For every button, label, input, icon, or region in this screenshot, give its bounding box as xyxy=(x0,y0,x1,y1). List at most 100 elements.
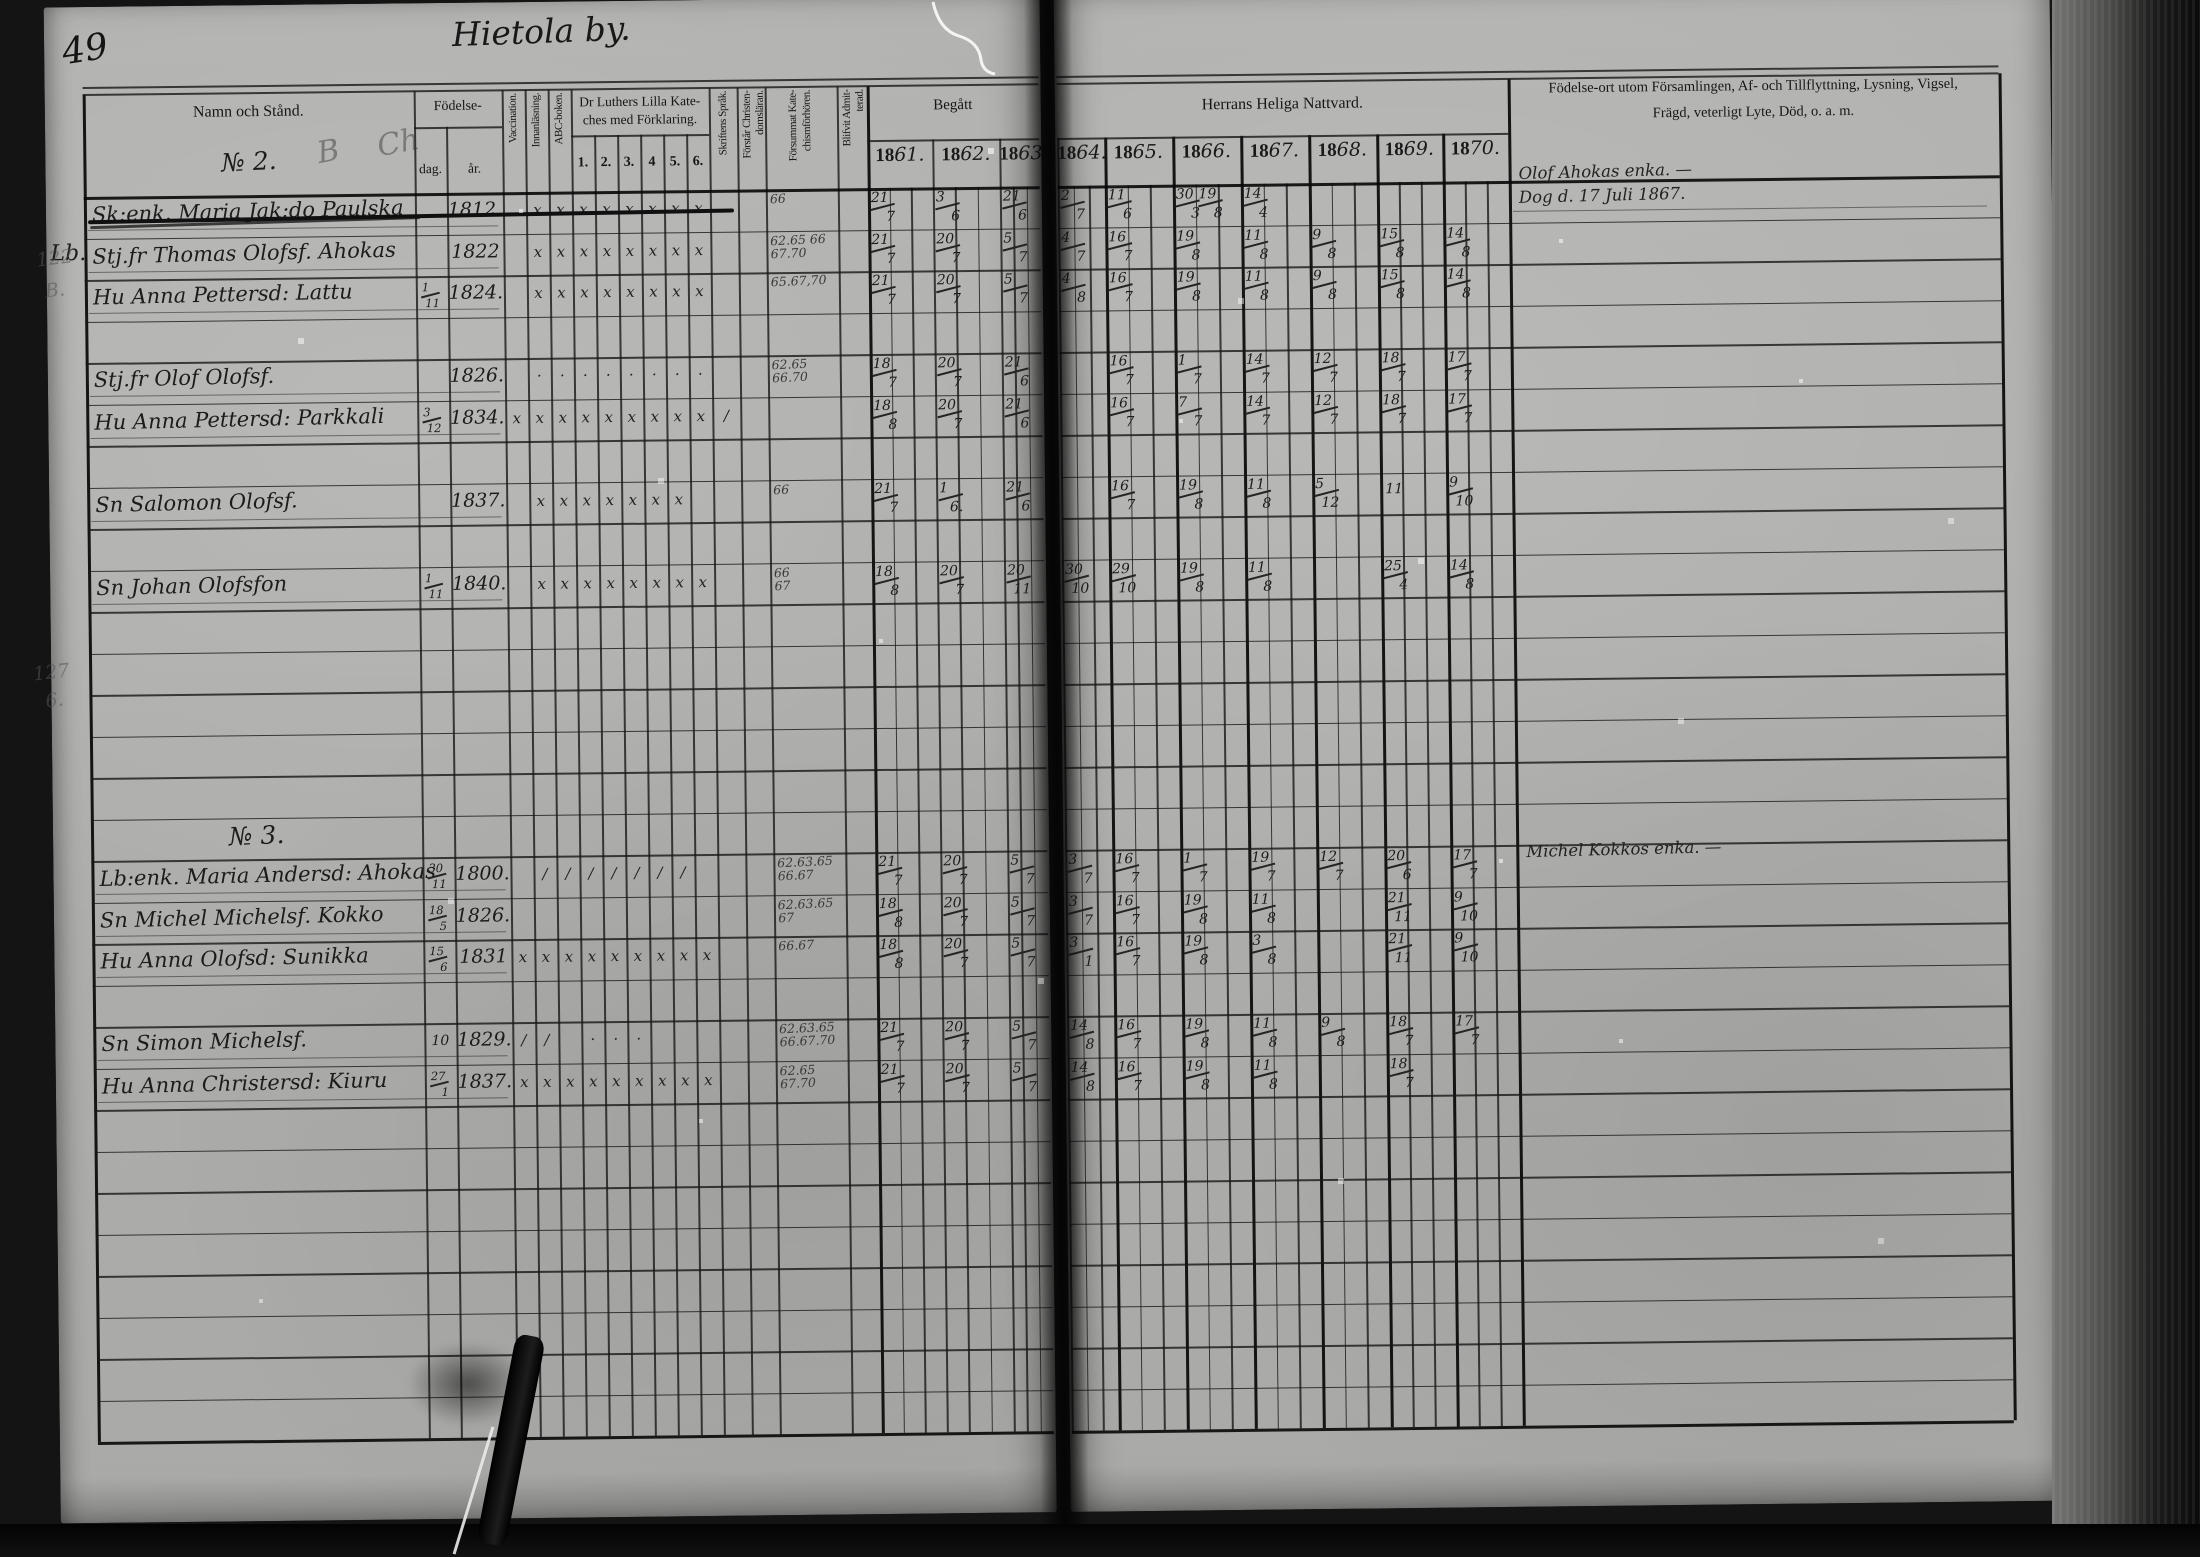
table-rule-vertical xyxy=(686,134,703,1436)
col-header-year-1866: 1866. xyxy=(1181,140,1232,163)
communion-date-1867: 11 8 xyxy=(1246,476,1272,512)
table-rule-vertical xyxy=(764,87,782,1435)
attendance-mark: x xyxy=(541,947,551,966)
communion-date-1863: 21 6 xyxy=(1004,354,1030,390)
attendance-mark: x xyxy=(674,489,684,508)
page-number: 49 xyxy=(59,25,111,74)
communion-date-1862: 20 7 xyxy=(939,562,965,598)
missed-catechism-years: 66.67 xyxy=(778,936,815,954)
table-rule-vertical xyxy=(1240,135,1258,1429)
birth-year-value: 1822 xyxy=(451,239,500,263)
person-name: Stj.fr Thomas Olofsf. Ahokas xyxy=(92,237,397,269)
col-header-scripture-language: Skriftens Språk. xyxy=(716,90,730,156)
communion-date-1867: 14 7 xyxy=(1244,351,1271,387)
missed-catechism-years: 62.65 67.70 xyxy=(779,1061,817,1091)
table-rule-vertical xyxy=(932,139,949,1433)
birth-day-value: 3 12 xyxy=(422,404,442,435)
birth-day-value: 15 6 xyxy=(428,944,448,975)
table-rule-vertical xyxy=(1308,135,1326,1429)
attendance-mark: x xyxy=(626,282,635,301)
col-header-admitted-2: terad. xyxy=(853,89,866,112)
attendance-mark: x xyxy=(533,200,542,219)
table-rule-vertical xyxy=(1507,78,1526,1426)
communion-date-1865: 16 7 xyxy=(1115,892,1141,928)
person-name: Sn Simon Michelsf. xyxy=(101,1027,308,1057)
attendance-mark: x xyxy=(604,407,614,426)
table-rule-horizontal xyxy=(1071,1420,2014,1434)
attendance-mark: · xyxy=(697,365,703,384)
attendance-mark: x xyxy=(629,573,639,592)
attendance-mark: x xyxy=(512,408,522,427)
col-header-catechism-1: 1. xyxy=(577,155,589,171)
communion-date-1862: 20 7 xyxy=(937,396,963,432)
attendance-mark: ∕ xyxy=(723,406,729,425)
communion-date-1865: 16 7 xyxy=(1116,1017,1142,1053)
table-rule-horizontal xyxy=(867,138,1040,142)
communion-date-1866: 19 8 xyxy=(1197,186,1223,222)
communion-date-1867: 11 8 xyxy=(1247,559,1273,595)
table-rule-horizontal xyxy=(90,767,1047,780)
attendance-mark: x xyxy=(671,240,681,259)
communion-date-1870: 9 10 xyxy=(1453,888,1479,924)
attendance-mark: x xyxy=(603,283,612,302)
birth-year-value: 1826. xyxy=(449,364,505,387)
missed-catechism-years: 66 xyxy=(772,481,790,497)
attendance-mark: ∕ xyxy=(588,864,594,883)
col-header-birth: Födelse- xyxy=(433,98,482,115)
attendance-mark: x xyxy=(625,199,634,218)
attendance-mark: · xyxy=(582,366,588,385)
attendance-mark: x xyxy=(579,241,589,260)
table-rule-horizontal xyxy=(97,1431,1054,1445)
attendance-mark: x xyxy=(648,241,658,260)
bottom-book-edge xyxy=(0,1524,2200,1557)
table-rule-vertical xyxy=(708,87,726,1435)
col-header-holy-communion: Herrans Heliga Nattvard. xyxy=(1201,94,1364,114)
table-rule-vertical xyxy=(999,138,1016,1432)
communion-date-1865: 16 7 xyxy=(1107,228,1133,264)
communion-date-1865: 16 7 xyxy=(1109,394,1135,430)
communion-date-1865: 16 7 xyxy=(1114,851,1140,887)
communion-date-1862: 20 7 xyxy=(943,894,969,930)
communion-date-1867: 11 8 xyxy=(1252,1057,1279,1093)
person-name: Sn Johan Olofsfon xyxy=(95,571,288,600)
table-rule-horizontal xyxy=(89,684,1046,697)
attendance-mark: x xyxy=(694,240,704,259)
attendance-mark: x xyxy=(560,574,570,593)
communion-date-1861: 21 7 xyxy=(879,1019,905,1055)
table-rule-horizontal xyxy=(1063,673,2006,686)
attendance-mark: · xyxy=(559,366,565,385)
communion-date-1870: 14 8 xyxy=(1449,556,1475,592)
attendance-mark: · xyxy=(613,1030,619,1049)
missed-catechism-years: 65.67,70 xyxy=(770,271,827,290)
communion-date-1862: 1 6. xyxy=(938,479,964,515)
attendance-mark: x xyxy=(533,242,543,261)
attendance-mark: x xyxy=(556,200,565,219)
missed-catechism-years: 66 67 xyxy=(773,564,791,593)
communion-date-1862: 20 7 xyxy=(945,1060,971,1096)
communion-date-1862: 20 7 xyxy=(943,936,969,972)
person-name: Lb:enk. Maria Andersd: Ahokas xyxy=(99,859,437,891)
communion-date-1861: 21 7 xyxy=(880,1061,906,1097)
communion-date-1870: 9 10 xyxy=(1448,473,1474,510)
person-name: Stj.fr Olof Olofsf. xyxy=(93,363,275,393)
notes-entry: Michel Kokkos enka. — xyxy=(1526,837,1722,862)
communion-date-1862: 20 7 xyxy=(937,355,963,391)
attendance-mark: x xyxy=(672,282,681,301)
communion-date-1863: 20 11 xyxy=(1006,561,1032,598)
communion-date-1870: 9 10 xyxy=(1453,930,1479,966)
birth-year-value: 1829. xyxy=(457,1028,512,1051)
col-header-vaccination: Vaccination. xyxy=(506,93,520,144)
communion-date-1869: 20 6 xyxy=(1386,848,1412,884)
attendance-mark: ∕ xyxy=(680,863,686,882)
attendance-mark: x xyxy=(635,1071,644,1090)
table-rule-vertical xyxy=(736,87,754,1435)
table-rule-horizontal xyxy=(95,1182,1052,1195)
communion-date-1869: 25 4 xyxy=(1383,557,1409,593)
table-rule-horizontal xyxy=(1070,1337,2013,1350)
col-header-abc-book: ABC-boken. xyxy=(552,92,566,145)
table-rule-horizontal xyxy=(1061,548,2004,562)
